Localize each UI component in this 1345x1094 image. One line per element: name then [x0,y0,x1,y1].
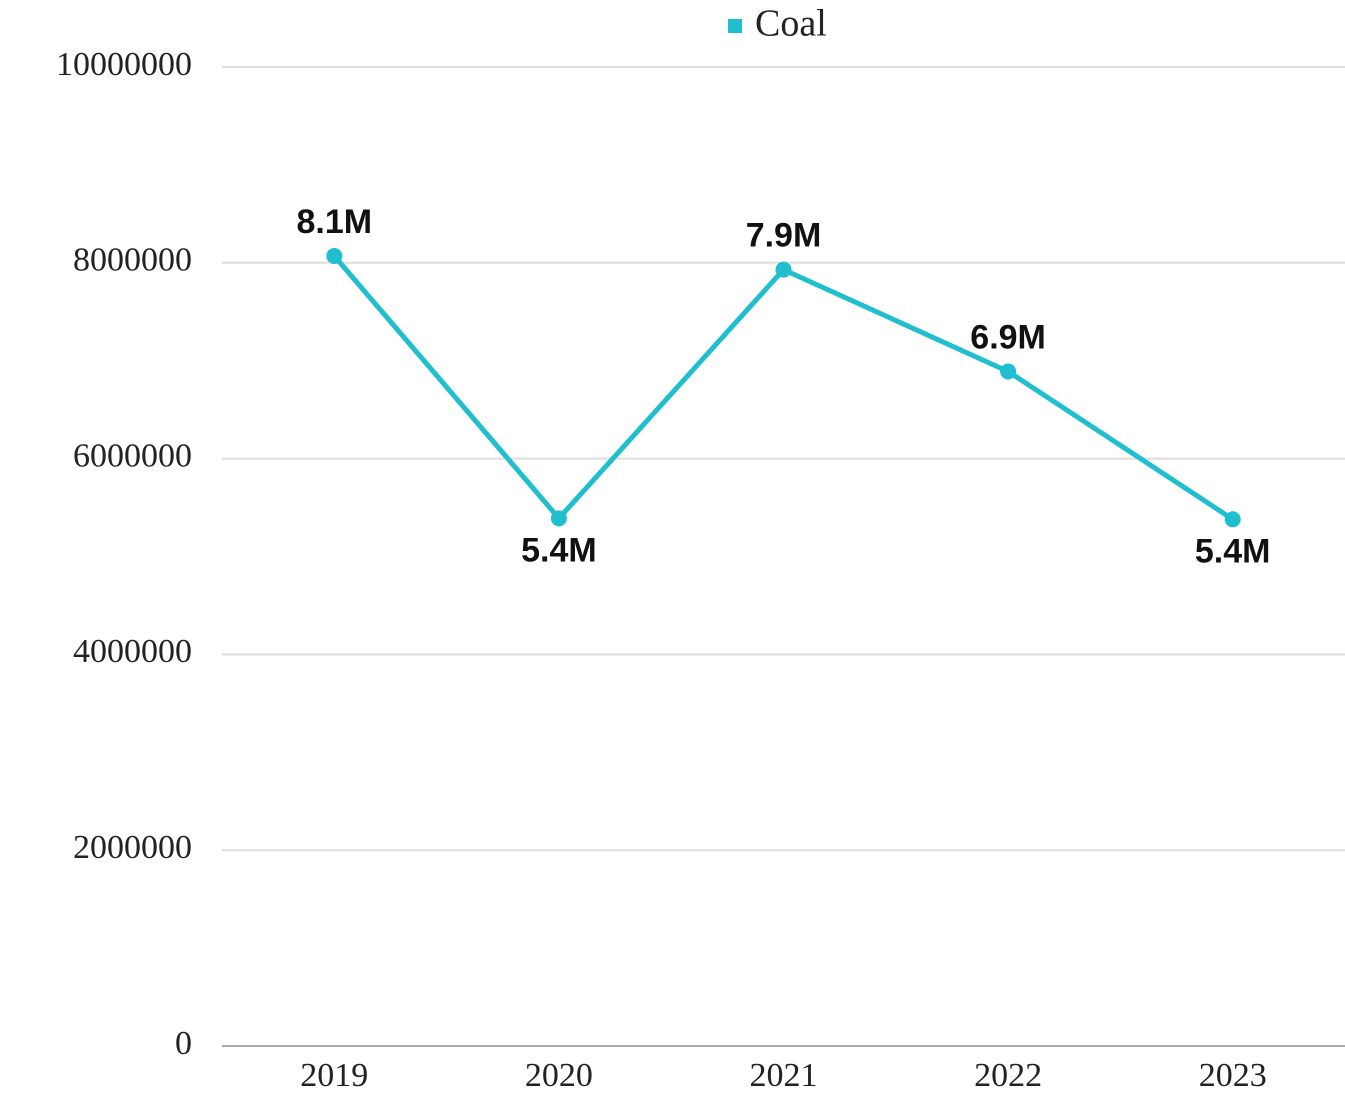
data-label: 5.4M [1195,532,1271,570]
data-label: 5.4M [521,531,597,569]
point [1000,363,1017,380]
x-tick-label: 2022 [974,1057,1042,1094]
point [326,247,343,264]
data-label: 8.1M [297,203,373,241]
legend-swatch [728,19,742,33]
x-tick-label: 2019 [300,1057,368,1094]
point [775,261,792,278]
point [550,510,567,527]
x-tick-label: 2021 [750,1057,818,1094]
y-tick-label: 2000000 [73,829,192,866]
point [1224,511,1241,528]
y-tick-label: 6000000 [73,437,192,474]
y-tick-label: 0 [175,1025,192,1062]
y-tick-label: 4000000 [73,633,192,670]
data-label: 7.9M [746,217,822,255]
y-tick-label: 8000000 [73,242,192,279]
line [332,254,1235,522]
x-tick-label: 2023 [1199,1057,1267,1094]
y-tick-label: 10000000 [56,46,192,83]
legend-label: Coal [755,3,827,45]
x-tick-label: 2020 [525,1057,593,1094]
data-label: 6.9M [970,318,1046,356]
